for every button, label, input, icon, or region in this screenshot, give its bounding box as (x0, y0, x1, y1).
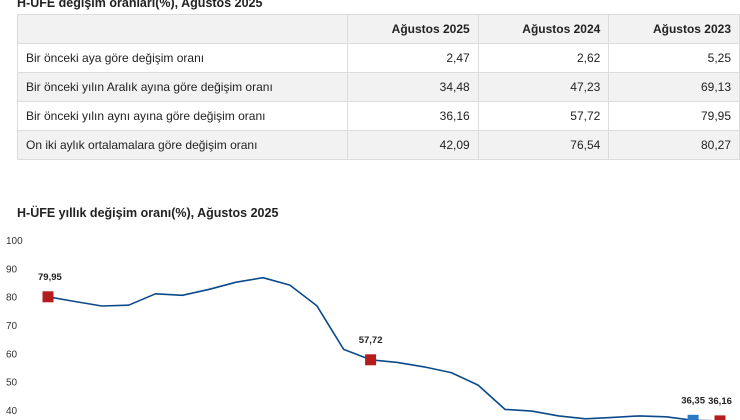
data-point-marker (365, 354, 377, 366)
rates-table: Ağustos 2025 Ağustos 2024 Ağustos 2023 B… (16, 14, 740, 160)
y-tick-label: 60 (6, 349, 18, 360)
table-title: H-ÜFE değişim oranları(%), Ağustos 2025 (17, 0, 263, 10)
row-label: Bir önceki yılın aynı ayına göre değişim… (16, 101, 349, 131)
table-cell: 57,72 (477, 101, 610, 131)
data-label: 36,35 (681, 395, 705, 406)
table-cell: 76,54 (477, 130, 610, 160)
table-cell: 2,47 (347, 43, 479, 73)
y-tick-label: 80 (6, 293, 18, 304)
table-cell: 79,95 (608, 101, 740, 131)
data-point-marker (714, 415, 726, 420)
data-point-marker (687, 414, 699, 420)
series-line (47, 276, 716, 420)
table-header-row: Ağustos 2025 Ağustos 2024 Ağustos 2023 (16, 14, 740, 44)
table-cell: 42,09 (347, 130, 479, 160)
y-tick-label: 90 (6, 264, 18, 275)
table-cell: 2,62 (477, 43, 610, 73)
y-tick-label: 40 (6, 406, 18, 417)
table-row: On iki aylık ortalamalara göre değişim o… (16, 130, 740, 160)
table-cell: 47,23 (477, 72, 610, 102)
data-point-marker (42, 291, 54, 303)
table-header-cell (16, 14, 349, 44)
table-row: Bir önceki aya göre değişim oranı 2,47 2… (16, 43, 740, 73)
y-tick-label: 70 (6, 321, 18, 332)
y-tick-label: 100 (6, 236, 23, 247)
data-label: 36,16 (708, 396, 732, 407)
row-label: On iki aylık ortalamalara göre değişim o… (16, 130, 349, 160)
table-cell: 69,13 (608, 72, 740, 102)
table-cell: 80,27 (608, 130, 740, 160)
y-tick-label: 50 (6, 378, 18, 389)
chart-title: H-ÜFE yıllık değişim oranı(%), Ağustos 2… (17, 206, 279, 220)
data-label: 57,72 (359, 335, 383, 346)
table-cell: 5,25 (608, 43, 740, 73)
data-label: 79,95 (38, 272, 62, 283)
table-header-cell: Ağustos 2023 (608, 14, 740, 44)
table-header-cell: Ağustos 2024 (477, 14, 610, 44)
row-label: Bir önceki aya göre değişim oranı (16, 43, 349, 73)
